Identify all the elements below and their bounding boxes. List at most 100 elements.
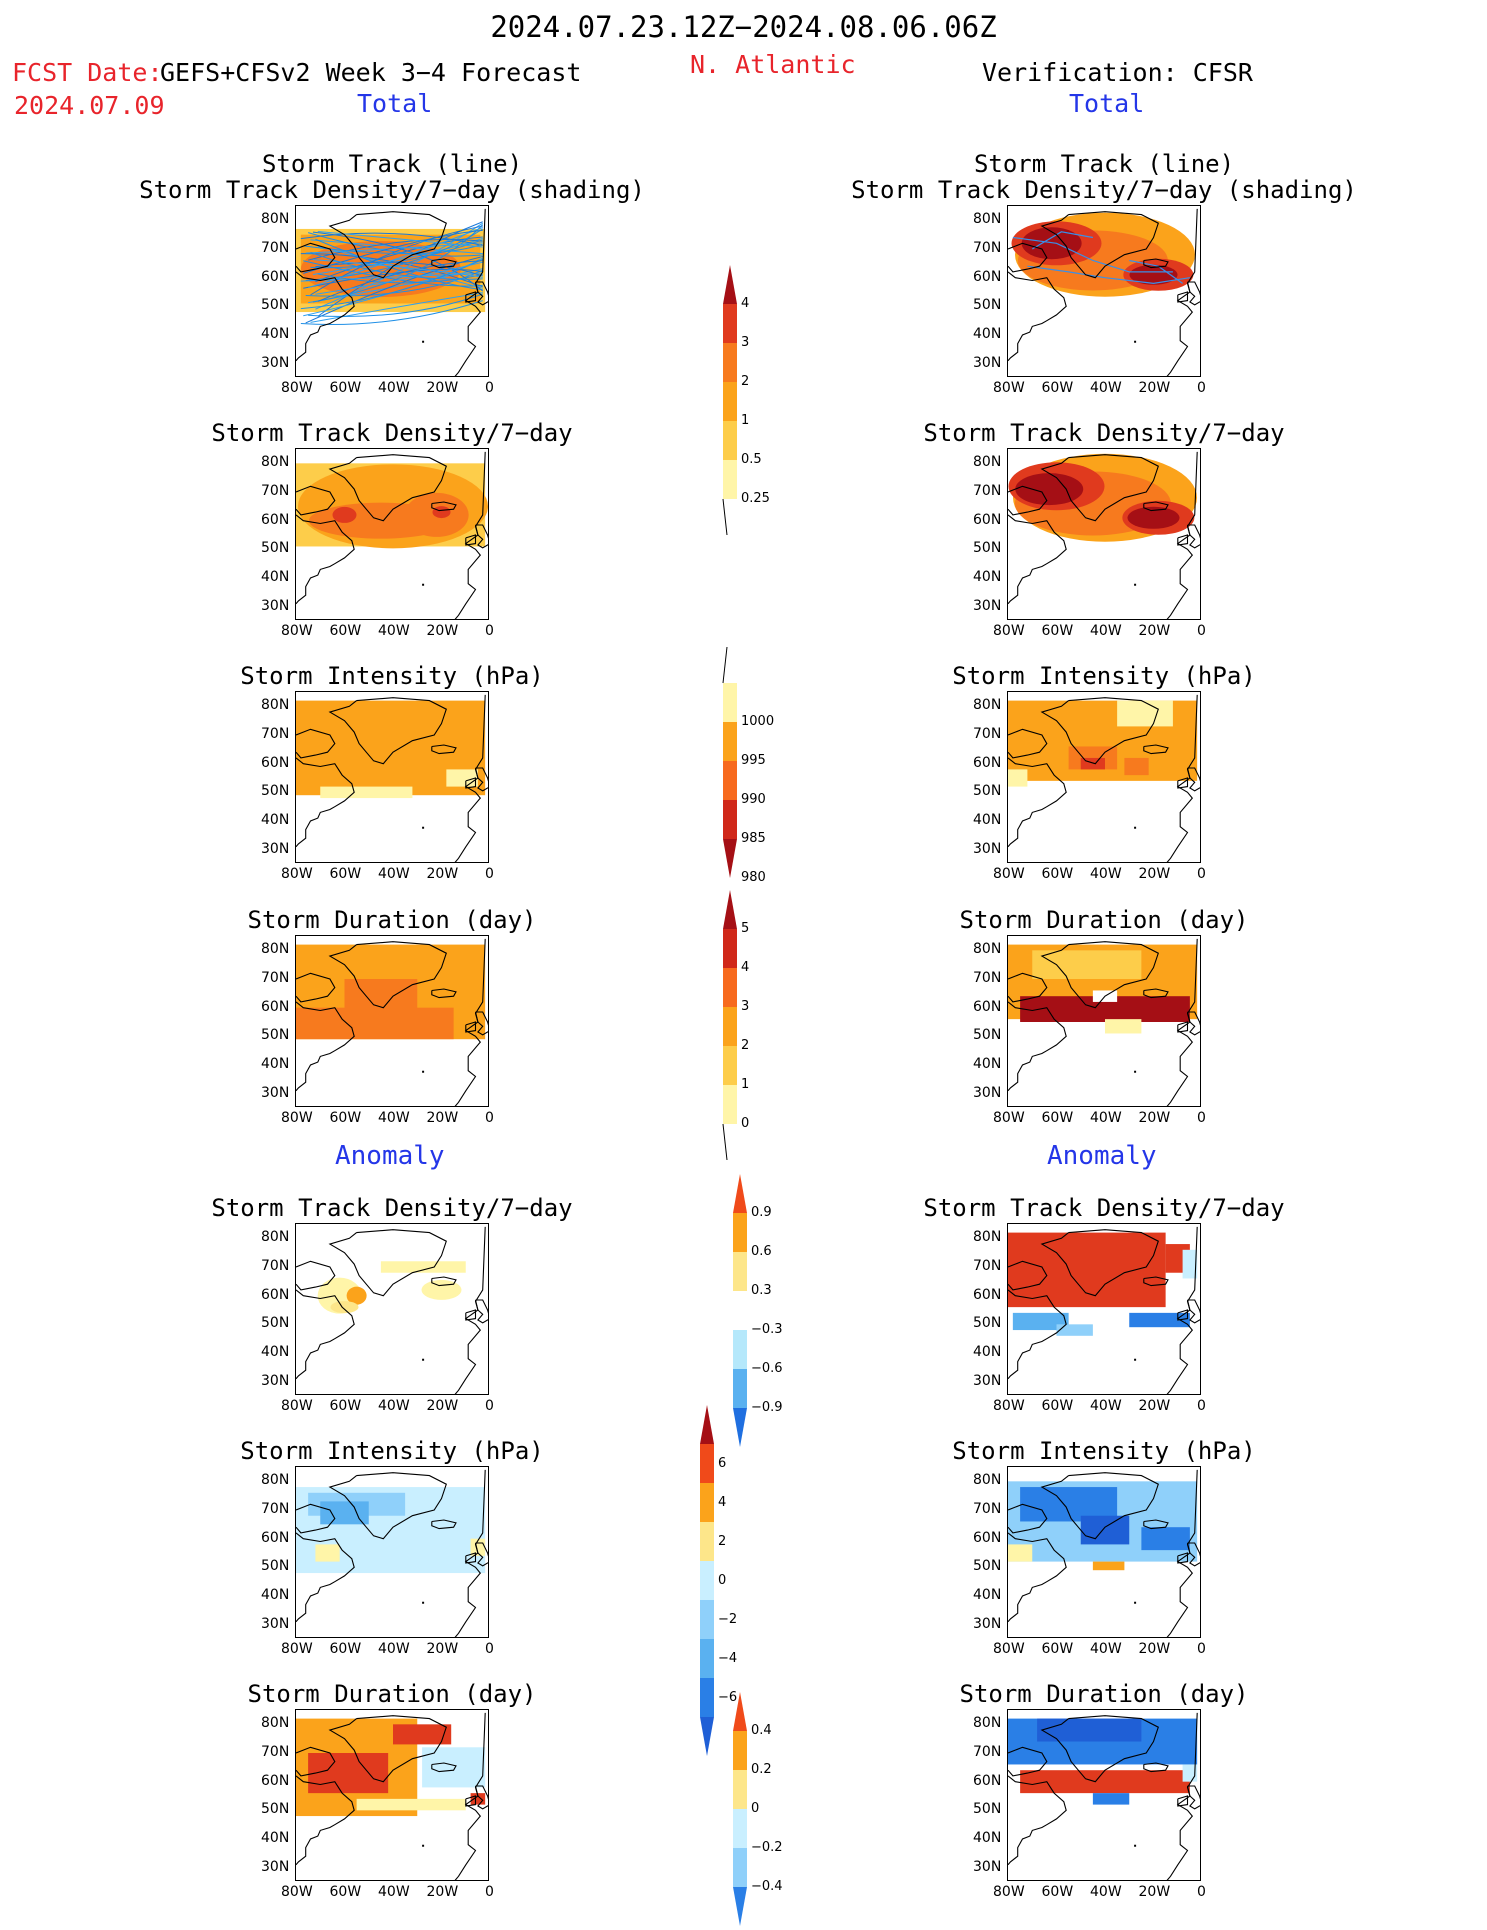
lat-tick-label: 70N (261, 240, 290, 256)
colorbar-segment (733, 1252, 747, 1291)
coastline-canada1 (1008, 485, 1048, 516)
coastline-canada2 (1008, 1001, 1067, 1092)
map-canvas (1008, 938, 1200, 1106)
lon-tick-label: 60W (1041, 866, 1074, 882)
colorbar-segment (723, 304, 737, 343)
lon-tick-label: 0 (485, 623, 494, 639)
lon-tick-label: 60W (329, 1884, 362, 1900)
lat-tick-label: 40N (261, 1344, 290, 1360)
coastline-uk (1186, 1011, 1200, 1036)
coastline-canada1 (296, 728, 336, 759)
coastline-canada2 (1008, 757, 1067, 848)
coastline-canada1 (1008, 1746, 1048, 1777)
coastline-canada1 (1008, 728, 1048, 759)
coastline-canada2 (296, 757, 355, 848)
colorbar-segment (723, 890, 737, 929)
lat-tick-label: 60N (973, 1286, 1002, 1303)
coastline-canada1 (1008, 972, 1048, 1003)
coastline-canada1 (296, 485, 336, 516)
map-canvas (1008, 208, 1200, 376)
lat-tick-label: 40N (261, 1830, 290, 1846)
lon-tick-label: 60W (1041, 380, 1074, 396)
colorbar-segment (700, 1717, 714, 1756)
coastline-ireland (465, 1309, 477, 1321)
colorbar-label: 0.3 (751, 1283, 772, 1298)
lon-tick-label: 0 (1197, 1884, 1206, 1900)
cbar-density-anom (733, 1174, 747, 1451)
colorbar-segment (723, 343, 737, 382)
lat-tick-label: 70N (973, 1258, 1002, 1274)
coastline-ireland (1177, 1795, 1189, 1807)
lon-tick-label: 20W (426, 866, 459, 882)
lon-tick-label: 20W (426, 1884, 459, 1900)
colorbar-label: 4 (741, 960, 750, 975)
colorbar-label: −0.6 (751, 1361, 783, 1376)
coastline-canada2 (296, 1532, 355, 1623)
map-canvas (1008, 1469, 1200, 1637)
lat-tick-label: 80N (261, 1715, 290, 1732)
coastline-canada2 (296, 514, 355, 605)
lon-tick-label: 60W (329, 1398, 362, 1414)
coastline-canada1 (296, 1503, 336, 1534)
lat-tick-label: 60N (261, 1286, 290, 1303)
panel-title: Storm Intensity (hPa) (240, 1437, 544, 1465)
colorbar-segment (723, 460, 737, 499)
colorbar-label: −0.2 (751, 1840, 783, 1855)
colorbar-segment (723, 761, 737, 800)
coastline-greenland (1040, 1715, 1159, 1783)
lon-tick-label: 0 (485, 380, 494, 396)
panel-title: Storm Duration (day) (959, 906, 1249, 934)
lon-tick-label: 20W (1138, 1110, 1171, 1126)
cbar-intensity-anom (700, 1405, 714, 1760)
map-canvas (296, 1469, 488, 1637)
lat-tick-label: 80N (973, 1715, 1002, 1732)
coastline-canada2 (296, 1775, 355, 1866)
lat-tick-label: 50N (261, 540, 290, 557)
map-panel-ver-intensity-anom (1007, 1466, 1201, 1638)
lat-tick-label: 30N (261, 597, 290, 614)
lon-tick-label: 80W (281, 1884, 313, 1900)
lat-tick-label: 50N (261, 1027, 290, 1044)
coastline-iceland (1143, 1276, 1169, 1287)
lon-tick-label: 40W (1090, 1641, 1122, 1657)
lon-tick-label: 40W (378, 866, 410, 882)
lat-tick-label: 30N (261, 840, 290, 857)
map-panel-ver-density-anom (1007, 1223, 1201, 1395)
lon-tick-label: 40W (1090, 866, 1122, 882)
lat-tick-label: 30N (973, 1615, 1002, 1632)
lat-tick-label: 30N (261, 1615, 290, 1632)
lat-tick-label: 50N (973, 540, 1002, 557)
panel-title: Storm Track Density/7−day (923, 1194, 1285, 1222)
cbar-density (722, 265, 737, 536)
coastline-iceland (1143, 988, 1169, 999)
lat-tick-label: 30N (261, 1858, 290, 1875)
cbar-intensity (722, 646, 737, 882)
lon-tick-label: 20W (1138, 623, 1171, 639)
colorbar-label: 985 (741, 831, 766, 846)
coastline-uk (474, 1299, 488, 1324)
map-canvas (1008, 451, 1200, 619)
lat-tick-label: 40N (973, 1344, 1002, 1360)
colorbar-segment (733, 1291, 747, 1330)
lon-tick-label: 80W (281, 1641, 313, 1657)
lat-tick-label: 70N (973, 726, 1002, 742)
map-panel-ver-density (1007, 448, 1201, 620)
colorbar-segment (700, 1444, 714, 1483)
coastline-uk (1186, 281, 1200, 306)
lon-tick-label: 60W (329, 1110, 362, 1126)
colorbar-label: 995 (741, 753, 766, 768)
panel-title: Storm Track Density/7−day (shading) (851, 176, 1357, 204)
lon-tick-label: 20W (1138, 1641, 1171, 1657)
colorbar-segment (733, 1408, 747, 1447)
lat-tick-label: 30N (973, 1858, 1002, 1875)
lon-tick-label: 0 (1197, 1398, 1206, 1414)
coastline-iceland (431, 988, 457, 999)
colorbar-label: 0.9 (751, 1205, 772, 1220)
coastline-uk (474, 524, 488, 549)
lat-tick-label: 70N (973, 483, 1002, 499)
lat-tick-label: 70N (261, 726, 290, 742)
lat-tick-label: 70N (973, 240, 1002, 256)
coastline-ireland (1177, 1552, 1189, 1564)
lat-tick-label: 80N (261, 697, 290, 714)
colorbar-segment (733, 1809, 747, 1848)
